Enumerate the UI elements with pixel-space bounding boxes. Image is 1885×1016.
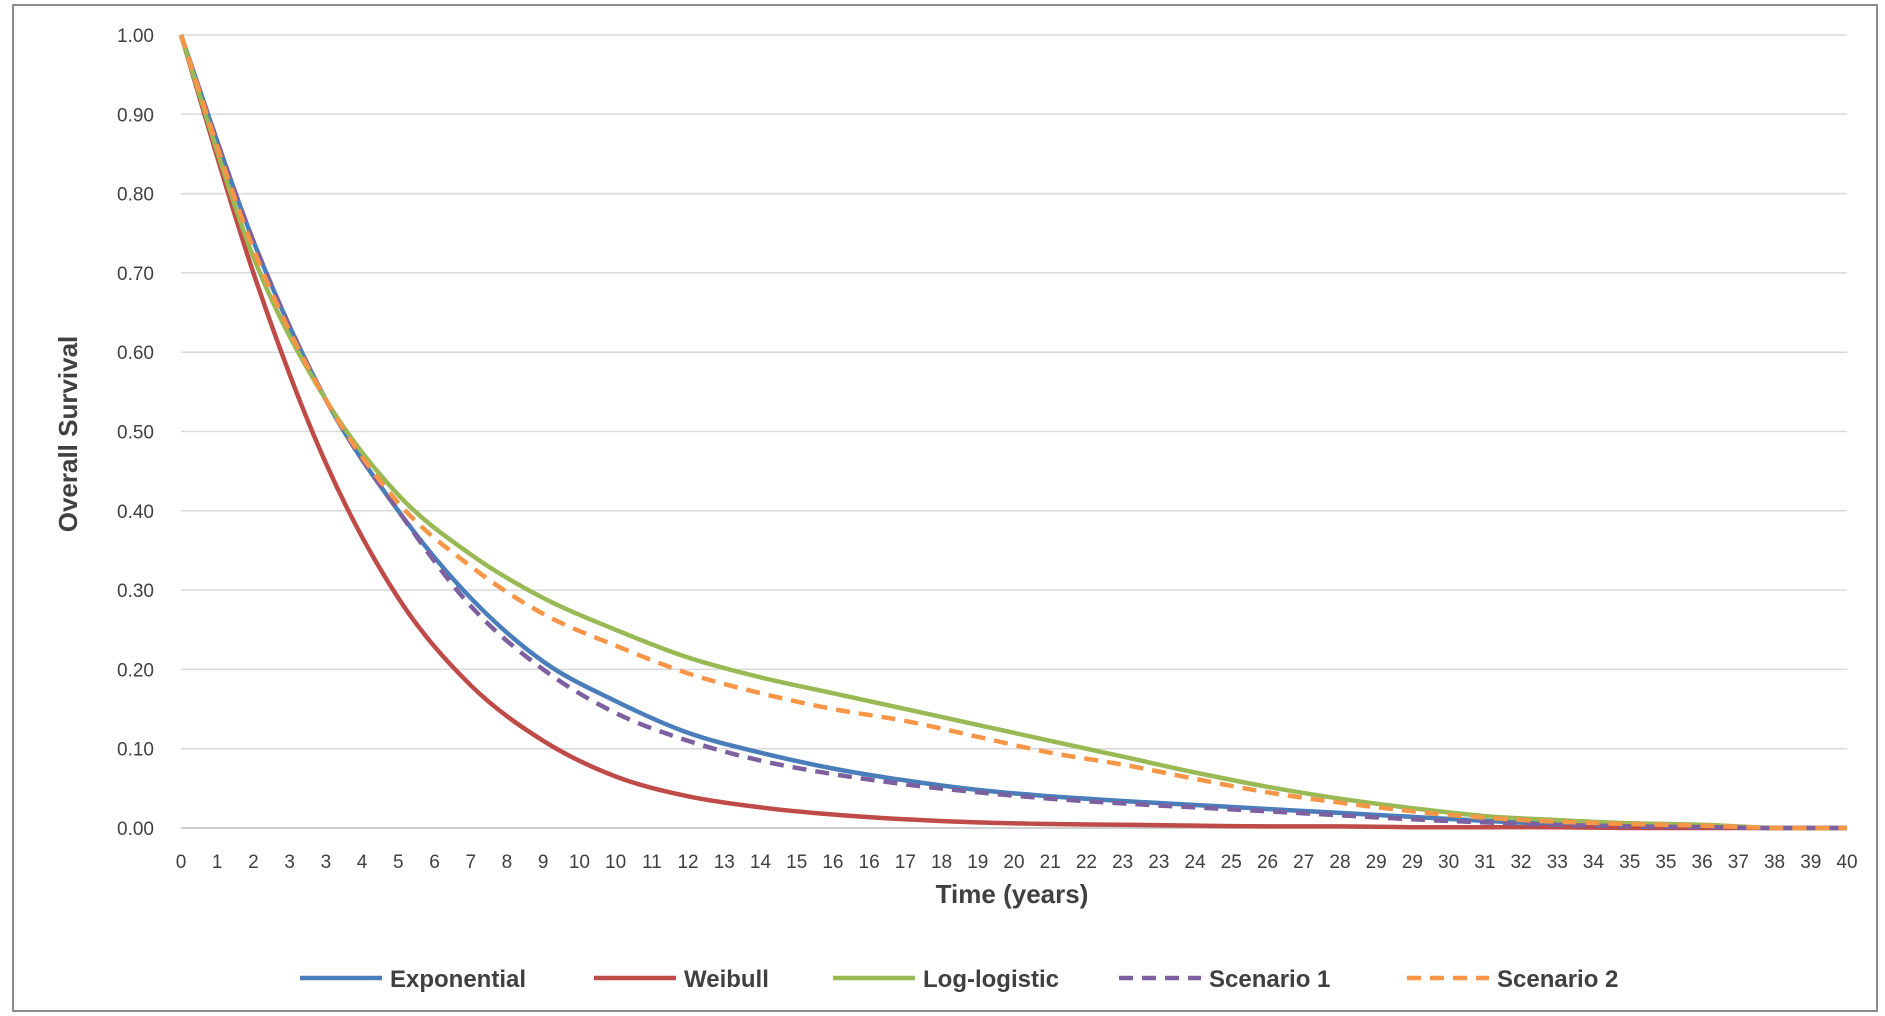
x-tick-label: 34 xyxy=(1583,852,1605,873)
x-tick-label: 6 xyxy=(429,852,440,873)
x-tick-label: 36 xyxy=(1692,852,1713,873)
series-line-scenario-1 xyxy=(178,34,1848,831)
x-tick-label: 37 xyxy=(1728,852,1749,873)
x-tick-label: 19 xyxy=(967,852,988,873)
x-tick-label: 38 xyxy=(1764,852,1785,873)
legend-label: Scenario 2 xyxy=(1497,966,1618,993)
x-tick-label: 9 xyxy=(538,852,549,873)
x-tick-label: 25 xyxy=(1221,852,1242,873)
y-tick-label: 0.70 xyxy=(117,264,154,285)
x-tick-label: 35 xyxy=(1655,852,1676,873)
x-tick-label: 40 xyxy=(1836,852,1857,873)
x-tick-label: 27 xyxy=(1293,852,1314,873)
x-tick-label: 2 xyxy=(248,852,259,873)
y-tick-label: 0.20 xyxy=(117,660,154,681)
x-tick-label: 10 xyxy=(569,852,590,873)
x-tick-label: 33 xyxy=(1547,852,1568,873)
x-tick-label: 35 xyxy=(1619,852,1640,873)
y-tick-label: 0.80 xyxy=(117,185,154,206)
chart-frame xyxy=(12,4,1878,1012)
y-tick-label: 0.00 xyxy=(117,819,154,840)
y-axis-ticks: 0.00 0.10 0.20 0.30 0.40 0.50 0.60 0.70 0.80 0.90… xyxy=(117,26,154,840)
x-tick-label: 5 xyxy=(393,852,404,873)
legend-label: Scenario 1 xyxy=(1209,966,1330,993)
series-line-log-logistic xyxy=(178,34,1848,831)
x-tick-label: 20 xyxy=(1003,852,1024,873)
x-tick-label: 32 xyxy=(1510,852,1531,873)
y-tick-label: 0.50 xyxy=(117,423,154,444)
y-tick-label: 1.00 xyxy=(117,26,154,47)
x-tick-label: 13 xyxy=(714,852,735,873)
x-tick-label: 8 xyxy=(502,852,513,873)
x-tick-label: 39 xyxy=(1800,852,1821,873)
y-tick-label: 0.30 xyxy=(117,581,154,602)
x-axis-ticks: 0 1 2 3 3 4 5 6 7 8 9 10 10 11 12 13 14 15 16 16 17 18 19 20 21 2… xyxy=(176,852,1858,873)
x-tick-label: 23 xyxy=(1148,852,1169,873)
x-tick-label: 24 xyxy=(1185,852,1207,873)
x-tick-label: 23 xyxy=(1112,852,1133,873)
x-tick-label: 1 xyxy=(212,852,223,873)
x-tick-label: 15 xyxy=(786,852,807,873)
x-tick-label: 31 xyxy=(1474,852,1495,873)
y-tick-label: 0.40 xyxy=(117,502,154,523)
y-tick-label: 0.60 xyxy=(117,343,154,364)
gridlines xyxy=(181,34,1847,829)
x-tick-label: 10 xyxy=(605,852,626,873)
x-tick-label: 29 xyxy=(1402,852,1423,873)
x-tick-label: 17 xyxy=(895,852,916,873)
x-axis-title: Time (years) xyxy=(936,879,1089,909)
x-tick-label: 14 xyxy=(750,852,772,873)
y-axis-title: Overall Survival xyxy=(53,336,83,533)
y-tick-label: 0.10 xyxy=(117,740,154,761)
x-tick-label: 12 xyxy=(677,852,698,873)
series-lines xyxy=(178,34,1848,831)
x-tick-label: 3 xyxy=(321,852,332,873)
x-tick-label: 21 xyxy=(1040,852,1061,873)
series-line-scenario-2 xyxy=(178,34,1848,831)
legend-label: Exponential xyxy=(390,966,526,993)
legend: Exponential Weibull Log-logistic Scenario 1… xyxy=(300,966,1618,993)
series-line-weibull xyxy=(178,34,1847,831)
x-tick-label: 7 xyxy=(465,852,476,873)
x-tick-label: 4 xyxy=(357,852,368,873)
x-tick-label: 16 xyxy=(822,852,843,873)
x-tick-label: 30 xyxy=(1438,852,1459,873)
x-tick-label: 0 xyxy=(176,852,187,873)
y-tick-label: 0.90 xyxy=(117,105,154,126)
x-tick-label: 16 xyxy=(859,852,880,873)
x-tick-label: 26 xyxy=(1257,852,1278,873)
x-tick-label: 29 xyxy=(1366,852,1387,873)
x-tick-label: 28 xyxy=(1329,852,1350,873)
legend-label: Log-logistic xyxy=(923,966,1059,993)
x-tick-label: 18 xyxy=(931,852,952,873)
legend-label: Weibull xyxy=(684,966,769,993)
x-tick-label: 11 xyxy=(642,852,662,873)
x-tick-label: 22 xyxy=(1076,852,1097,873)
x-tick-label: 3 xyxy=(284,852,295,873)
